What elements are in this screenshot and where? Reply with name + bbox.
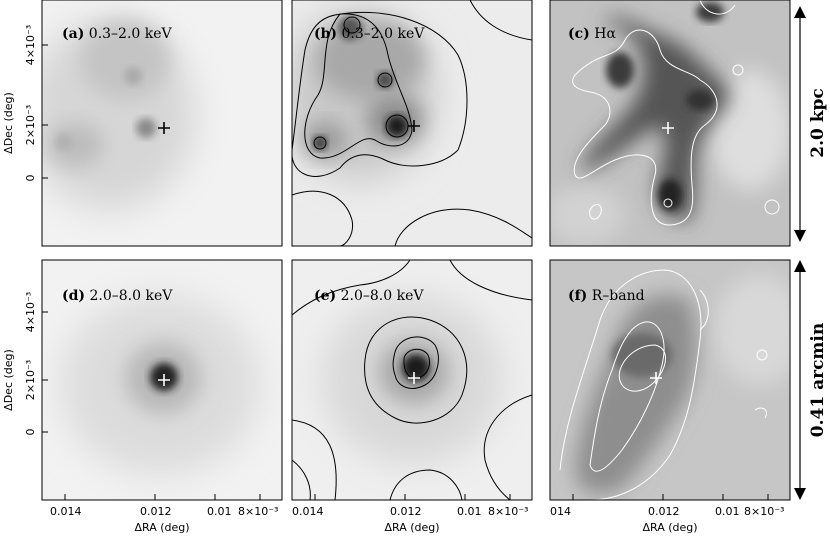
y-tick-label: 2×10⁻³ xyxy=(24,360,37,400)
y-tick-label: 2×10⁻³ xyxy=(24,105,37,145)
x-axis-label: ΔRA (deg) xyxy=(134,521,189,534)
panel-b-title: (b) 0.3–2.0 keV xyxy=(314,26,425,42)
panel-a-image xyxy=(42,0,282,246)
panel-b-contours xyxy=(292,0,532,246)
panel-b-source-marker xyxy=(408,120,420,132)
x-tick-label: 0.01 xyxy=(715,505,740,518)
x-tick-label: 8×10⁻³ xyxy=(488,505,528,518)
x-axis-label: ΔRA (deg) xyxy=(642,521,697,534)
panel-d-title: (d) 2.0–8.0 keV xyxy=(62,288,173,304)
panel-e-source-marker xyxy=(408,372,420,384)
y-axis-label-bottom: ΔDec (deg) xyxy=(2,349,15,411)
scale-bar-top: 2.0 kpc xyxy=(794,6,828,242)
panel-c-title: (c) Hα xyxy=(568,26,616,42)
y-tick-label: 0 xyxy=(24,175,37,182)
panel-f-image xyxy=(550,260,790,500)
panel-a-title: (a) 0.3–2.0 keV xyxy=(62,26,173,42)
x-tick-label: 0.012 xyxy=(648,505,680,518)
x-tick-label: 0.01 xyxy=(207,505,232,518)
y-tick-label: 4×10⁻³ xyxy=(24,25,37,65)
panel-b-image xyxy=(292,0,532,246)
scale-bar-bottom-label: 0.41 arcmin xyxy=(808,323,828,437)
panel-e: (e) 2.0–8.0 keV xyxy=(291,259,533,501)
panel-c-contours xyxy=(572,0,780,226)
panel-b: (b) 0.3–2.0 keV xyxy=(291,0,533,247)
panel-a-source-marker xyxy=(158,122,170,134)
panel-f: (f) R–band xyxy=(549,259,791,501)
x-axis-label: ΔRA (deg) xyxy=(384,521,439,534)
panel-a: (a) 0.3–2.0 keV xyxy=(41,0,283,247)
x-tick-label: 0.014 xyxy=(292,505,324,518)
scale-bar-top-label: 2.0 kpc xyxy=(808,88,828,158)
panel-c-source-marker xyxy=(662,122,674,134)
y-tick-label: 0 xyxy=(24,429,37,436)
y-axis-bottom: ΔDec (deg) 4×10⁻³ 2×10⁻³ 0 xyxy=(2,292,37,436)
panel-f-contours xyxy=(559,269,768,500)
x-tick-label: 8×10⁻³ xyxy=(238,505,278,518)
panel-d: (d) 2.0–8.0 keV xyxy=(41,259,283,501)
scale-bar-bottom: 0.41 arcmin xyxy=(794,260,828,500)
tick-marks xyxy=(42,44,769,500)
y-axis-top: ΔDec (deg) 4×10⁻³ 2×10⁻³ 0 xyxy=(2,25,37,182)
x-tick-label: 8×10⁻³ xyxy=(744,505,784,518)
panel-e-contours xyxy=(292,260,532,500)
panel-c-image xyxy=(550,0,790,246)
x-tick-label: 0.012 xyxy=(390,505,422,518)
x-tick-label: 014 xyxy=(550,505,571,518)
panel-e-title: (e) 2.0–8.0 keV xyxy=(314,288,424,304)
panel-f-source-marker xyxy=(650,372,662,384)
y-tick-label: 4×10⁻³ xyxy=(24,292,37,332)
x-tick-label: 0.01 xyxy=(457,505,482,518)
x-axis-panel-f: 014 0.012 0.01 8×10⁻³ ΔRA (deg) xyxy=(550,505,784,534)
x-axis-panel-e: 0.014 0.012 0.01 8×10⁻³ ΔRA (deg) xyxy=(292,505,528,534)
panel-f-title: (f) R–band xyxy=(568,288,645,304)
panel-c: (c) Hα xyxy=(549,0,791,247)
x-tick-label: 0.012 xyxy=(140,505,172,518)
x-axis-panel-d: 0.014 0.012 0.01 8×10⁻³ ΔRA (deg) xyxy=(50,505,278,534)
x-tick-label: 0.014 xyxy=(50,505,82,518)
panel-d-source-marker xyxy=(158,374,170,386)
y-axis-label-top: ΔDec (deg) xyxy=(2,92,15,154)
panel-e-image xyxy=(292,260,532,500)
